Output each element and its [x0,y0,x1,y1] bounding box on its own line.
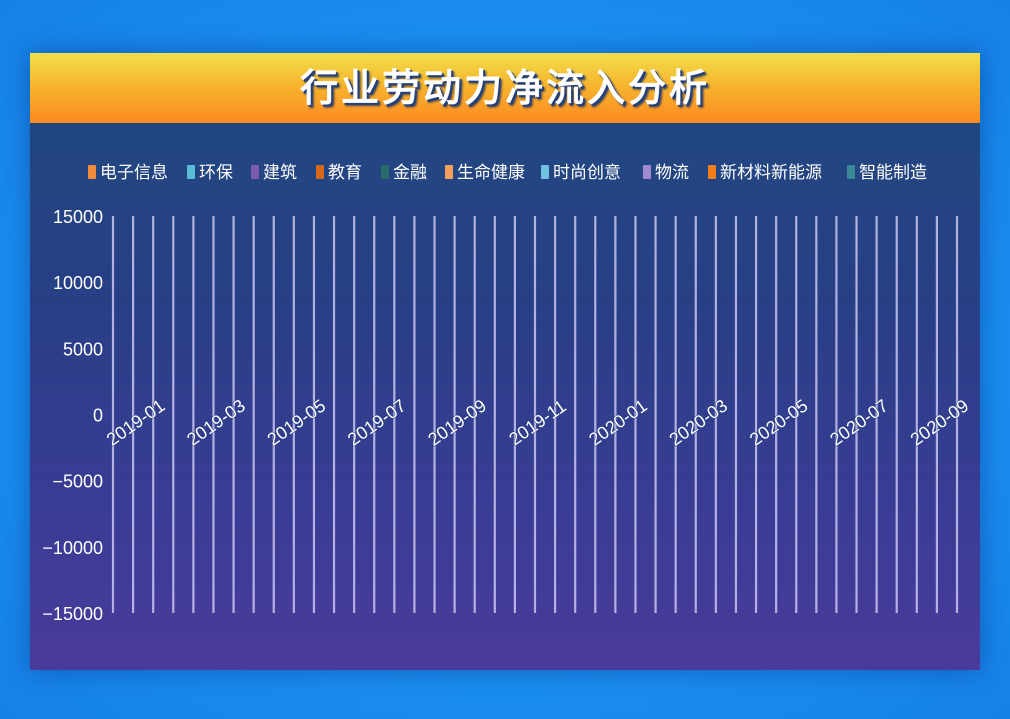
legend-item[interactable]: 建筑 [251,163,297,183]
legend-swatch [381,165,389,179]
legend-item[interactable]: 生命健康 [445,163,525,183]
y-tick-label: −10000 [42,538,103,558]
legend-label: 金融 [393,163,427,183]
legend-label: 教育 [328,163,362,183]
legend-label: 生命健康 [457,163,525,183]
grid-lines [111,216,959,613]
chart-card: 行业劳动力净流入分析 [30,53,980,670]
legend-label: 物流 [655,163,689,183]
legend: 电子信息 环保 建筑 教育 金融 生命健康 时尚创意 物流 新材料新能源 智能制造 [88,163,927,183]
legend-item[interactable]: 时尚创意 [541,163,621,183]
y-tick-label: 0 [93,406,103,426]
legend-item[interactable]: 物流 [643,163,689,183]
y-tick-label: 10000 [53,273,103,293]
y-tick-label: 5000 [63,339,103,359]
legend-label: 新材料新能源 [720,163,822,183]
title-band [30,53,980,123]
legend-swatch [708,165,716,179]
legend-label: 智能制造 [859,163,927,183]
legend-item[interactable]: 环保 [187,163,233,183]
y-axis: 15000 10000 5000 0 −5000 −10000 −15000 [42,207,103,624]
legend-item[interactable]: 电子信息 [88,163,168,183]
legend-swatch [847,165,855,179]
legend-label: 建筑 [263,163,297,183]
chart-title: 行业劳动力净流入分析 [299,66,710,110]
legend-swatch [316,165,324,179]
legend-swatch [251,165,259,179]
y-tick-label: −15000 [42,604,103,624]
legend-item[interactable]: 教育 [316,163,362,183]
legend-swatch [187,165,195,179]
legend-item[interactable]: 智能制造 [847,163,927,183]
legend-item[interactable]: 金融 [381,163,427,183]
legend-item[interactable]: 新材料新能源 [708,163,822,183]
legend-label: 时尚创意 [553,163,621,183]
legend-swatch [541,165,549,179]
legend-label: 电子信息 [100,163,168,183]
y-tick-label: 15000 [53,207,103,227]
legend-swatch [88,165,96,179]
legend-swatch [445,165,453,179]
y-tick-label: −5000 [52,472,103,492]
legend-label: 环保 [199,163,233,183]
legend-swatch [643,165,651,179]
